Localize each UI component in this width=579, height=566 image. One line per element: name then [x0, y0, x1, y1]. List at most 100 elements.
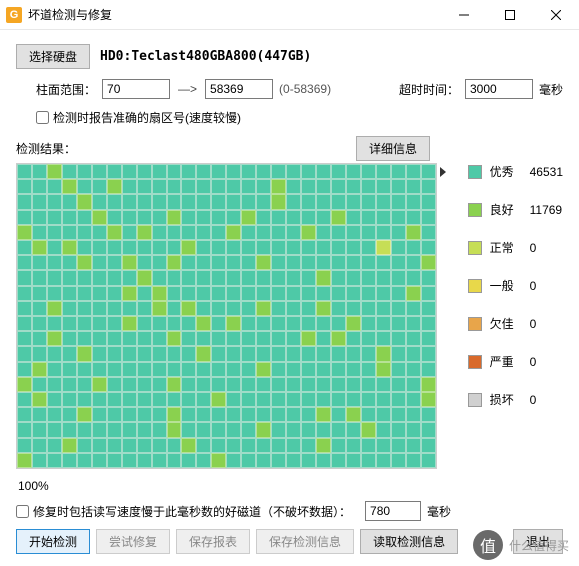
- grid-cell: [107, 346, 122, 361]
- start-button[interactable]: 开始检测: [16, 529, 90, 554]
- grid-cell: [196, 164, 211, 179]
- legend-row: 欠佳0: [468, 315, 563, 332]
- tryfix-button[interactable]: 尝试修复: [96, 529, 170, 554]
- grid-cell: [301, 453, 316, 468]
- cylinder-from-input[interactable]: [102, 79, 170, 99]
- grid-cell: [211, 225, 226, 240]
- grid-cell: [77, 407, 92, 422]
- grid-cell: [226, 286, 241, 301]
- legend-row: 严重0: [468, 353, 563, 370]
- grid-cell: [316, 164, 331, 179]
- grid-cell: [331, 164, 346, 179]
- legend-swatch: [468, 279, 482, 293]
- save-info-button[interactable]: 保存检测信息: [256, 529, 354, 554]
- grid-cell: [406, 438, 421, 453]
- repair-ms-input[interactable]: [365, 501, 421, 521]
- grid-cell: [17, 225, 32, 240]
- grid-cell: [167, 438, 182, 453]
- grid-cell: [92, 240, 107, 255]
- grid-cell: [286, 255, 301, 270]
- legend-swatch: [468, 203, 482, 217]
- grid-cell: [122, 331, 137, 346]
- timeout-input[interactable]: [465, 79, 533, 99]
- grid-cell: [32, 225, 47, 240]
- grid-cell: [122, 194, 137, 209]
- legend-label: 一般: [490, 277, 522, 294]
- grid-cell: [17, 346, 32, 361]
- grid-cell: [376, 346, 391, 361]
- grid-cell: [47, 210, 62, 225]
- grid-cell: [122, 179, 137, 194]
- legend-label: 严重: [490, 353, 522, 370]
- grid-cell: [331, 225, 346, 240]
- sector-report-checkbox[interactable]: 检测时报告准确的扇区号(速度较慢): [36, 109, 241, 126]
- legend-row: 一般0: [468, 277, 563, 294]
- grid-cell: [376, 362, 391, 377]
- grid-cell: [286, 316, 301, 331]
- grid-cell: [346, 286, 361, 301]
- grid-cell: [301, 316, 316, 331]
- legend-swatch: [468, 393, 482, 407]
- detail-button[interactable]: 详细信息: [356, 136, 430, 161]
- grid-cell: [152, 377, 167, 392]
- grid-cell: [77, 453, 92, 468]
- grid-cell: [152, 194, 167, 209]
- legend-row: 良好11769: [468, 201, 563, 218]
- legend-label: 正常: [490, 239, 522, 256]
- grid-cell: [17, 377, 32, 392]
- grid-cell: [271, 422, 286, 437]
- grid-cell: [107, 286, 122, 301]
- grid-cell: [107, 407, 122, 422]
- grid-cell: [77, 438, 92, 453]
- grid-cell: [181, 270, 196, 285]
- grid-cell: [346, 392, 361, 407]
- read-info-button[interactable]: 读取检测信息: [360, 529, 458, 554]
- grid-cell: [226, 316, 241, 331]
- grid-cell: [47, 331, 62, 346]
- grid-cell: [77, 331, 92, 346]
- grid-cell: [376, 225, 391, 240]
- grid-cell: [77, 301, 92, 316]
- grid-cell: [376, 301, 391, 316]
- grid-cell: [152, 316, 167, 331]
- close-button[interactable]: [533, 0, 579, 30]
- grid-cell: [137, 286, 152, 301]
- grid-cell: [421, 422, 436, 437]
- grid-cell: [406, 270, 421, 285]
- grid-cell: [346, 346, 361, 361]
- grid-cell: [316, 255, 331, 270]
- grid-cell: [406, 179, 421, 194]
- repair-checkbox[interactable]: 修复时包括读写速度慢于此毫秒数的好磁道（不破坏数据）：: [16, 503, 351, 520]
- legend-label: 损坏: [490, 391, 522, 408]
- grid-cell: [256, 286, 271, 301]
- grid-cell: [122, 362, 137, 377]
- grid-cell: [346, 422, 361, 437]
- sector-report-input[interactable]: [36, 111, 49, 124]
- grid-cell: [107, 240, 122, 255]
- grid-cell: [62, 270, 77, 285]
- grid-cell: [391, 210, 406, 225]
- grid-cell: [226, 422, 241, 437]
- grid-cell: [301, 164, 316, 179]
- grid-cell: [17, 316, 32, 331]
- grid-cell: [107, 377, 122, 392]
- save-report-button[interactable]: 保存报表: [176, 529, 250, 554]
- grid-cell: [406, 422, 421, 437]
- grid-cell: [32, 453, 47, 468]
- grid-cell: [107, 210, 122, 225]
- select-disk-button[interactable]: 选择硬盘: [16, 44, 90, 69]
- grid-cell: [241, 407, 256, 422]
- grid-cell: [421, 316, 436, 331]
- cylinder-to-input[interactable]: [205, 79, 273, 99]
- grid-cell: [241, 316, 256, 331]
- repair-input[interactable]: [16, 505, 29, 518]
- legend-count: 11769: [530, 203, 562, 217]
- grid-cell: [152, 346, 167, 361]
- grid-cell: [62, 179, 77, 194]
- maximize-button[interactable]: [487, 0, 533, 30]
- grid-cell: [77, 225, 92, 240]
- grid-cell: [211, 179, 226, 194]
- minimize-button[interactable]: [441, 0, 487, 30]
- grid-cell: [391, 301, 406, 316]
- grid-cell: [391, 392, 406, 407]
